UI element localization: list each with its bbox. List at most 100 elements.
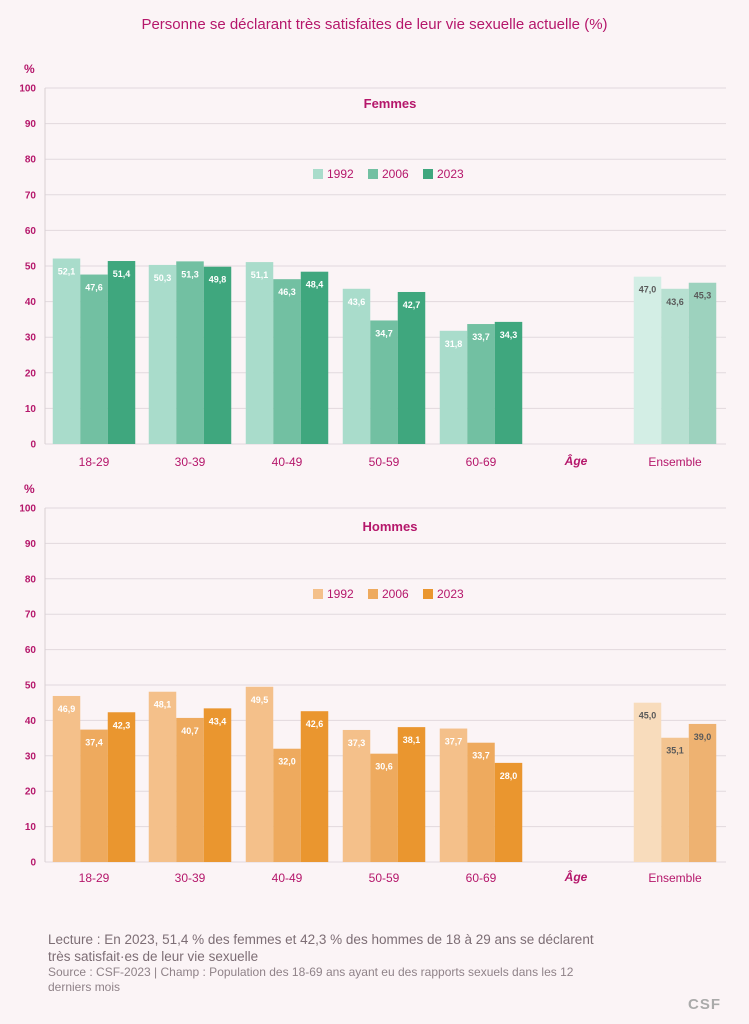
x-tick-label: 60-69 bbox=[466, 871, 497, 885]
y-tick-label: 60 bbox=[25, 226, 37, 237]
bar bbox=[661, 737, 689, 862]
y-tick-label: 90 bbox=[25, 119, 37, 130]
data-label: 40,7 bbox=[181, 726, 199, 736]
data-label: 30,6 bbox=[375, 762, 393, 772]
data-label: 51,3 bbox=[181, 269, 199, 279]
data-label: 49,5 bbox=[251, 695, 269, 705]
chart-main-title: Personne se déclarant très satisfaites d… bbox=[141, 16, 608, 33]
bar bbox=[52, 258, 81, 444]
bar bbox=[148, 264, 177, 444]
panel-title: Hommes bbox=[363, 519, 418, 534]
bar bbox=[397, 727, 426, 862]
source-note: Source : CSF-2023 | Champ : Population d… bbox=[48, 965, 574, 994]
y-tick-label: 0 bbox=[30, 858, 36, 869]
data-label: 35,1 bbox=[666, 746, 684, 756]
csf-logo: CSF bbox=[688, 996, 721, 1013]
data-label: 42,7 bbox=[403, 300, 421, 310]
bar bbox=[273, 279, 301, 444]
bar bbox=[176, 261, 204, 444]
data-label: 34,3 bbox=[500, 330, 518, 340]
x-tick-label: 50-59 bbox=[369, 455, 400, 469]
y-tick-label: 10 bbox=[25, 822, 37, 833]
data-label: 37,4 bbox=[85, 738, 103, 748]
bar bbox=[300, 711, 329, 862]
data-label: 33,7 bbox=[472, 332, 490, 342]
legend-label: 2006 bbox=[382, 587, 409, 601]
y-axis-label: % bbox=[24, 482, 35, 496]
x-tick-label: 50-59 bbox=[369, 871, 400, 885]
data-label: 46,9 bbox=[58, 704, 76, 714]
data-label: 43,4 bbox=[209, 716, 227, 726]
legend-swatch bbox=[423, 589, 433, 599]
y-tick-label: 80 bbox=[25, 574, 37, 585]
data-label: 45,0 bbox=[639, 711, 657, 721]
x-tick-label: Ensemble bbox=[648, 871, 702, 885]
data-label: 47,0 bbox=[639, 285, 657, 295]
x-axis-label: Âge bbox=[564, 869, 588, 884]
y-tick-label: 10 bbox=[25, 404, 37, 415]
data-label: 46,3 bbox=[278, 287, 296, 297]
data-label: 50,3 bbox=[154, 273, 172, 283]
data-label: 42,6 bbox=[306, 719, 324, 729]
y-tick-label: 100 bbox=[19, 504, 36, 515]
x-tick-label: 18-29 bbox=[79, 455, 110, 469]
y-tick-label: 60 bbox=[25, 645, 37, 656]
bar bbox=[439, 728, 468, 862]
y-tick-label: 30 bbox=[25, 751, 37, 762]
bar bbox=[107, 712, 136, 862]
bar bbox=[633, 276, 662, 444]
bar bbox=[245, 262, 274, 444]
data-label: 48,4 bbox=[306, 280, 324, 290]
bar bbox=[494, 321, 523, 444]
bar bbox=[300, 271, 329, 444]
bar bbox=[439, 330, 468, 444]
x-tick-label: 60-69 bbox=[466, 455, 497, 469]
data-label: 33,7 bbox=[472, 751, 490, 761]
legend-swatch bbox=[368, 589, 378, 599]
y-tick-label: 0 bbox=[30, 440, 36, 451]
bar bbox=[107, 261, 136, 444]
data-label: 31,8 bbox=[445, 339, 463, 349]
x-tick-label: 40-49 bbox=[272, 455, 303, 469]
bar bbox=[370, 753, 398, 862]
bar bbox=[633, 702, 662, 862]
legend-label: 2006 bbox=[382, 167, 409, 181]
data-label: 39,0 bbox=[694, 732, 712, 742]
data-label: 37,3 bbox=[348, 738, 366, 748]
data-label: 51,4 bbox=[113, 269, 131, 279]
legend-label: 1992 bbox=[327, 587, 354, 601]
data-label: 32,0 bbox=[278, 757, 296, 767]
bar bbox=[467, 742, 495, 862]
y-tick-label: 90 bbox=[25, 539, 37, 550]
bar bbox=[342, 729, 371, 862]
data-label: 47,6 bbox=[85, 283, 103, 293]
bar bbox=[661, 288, 689, 444]
data-label: 43,6 bbox=[666, 297, 684, 307]
bar bbox=[370, 320, 398, 444]
y-tick-label: 80 bbox=[25, 155, 37, 166]
bar bbox=[688, 282, 717, 444]
legend-swatch bbox=[423, 169, 433, 179]
bar bbox=[203, 708, 232, 862]
bar bbox=[273, 748, 301, 862]
y-tick-label: 40 bbox=[25, 716, 37, 727]
data-label: 42,3 bbox=[113, 720, 131, 730]
data-label: 49,8 bbox=[209, 275, 227, 285]
bar bbox=[80, 729, 108, 862]
y-axis-label: % bbox=[24, 62, 35, 76]
panel-title: Femmes bbox=[364, 96, 417, 111]
data-label: 52,1 bbox=[58, 267, 76, 277]
legend-label: 1992 bbox=[327, 167, 354, 181]
legend-label: 2023 bbox=[437, 167, 464, 181]
bar bbox=[52, 695, 81, 862]
x-tick-label: 40-49 bbox=[272, 871, 303, 885]
y-tick-label: 40 bbox=[25, 297, 37, 308]
data-label: 48,1 bbox=[154, 700, 172, 710]
x-tick-label: Ensemble bbox=[648, 455, 702, 469]
data-label: 51,1 bbox=[251, 270, 269, 280]
legend-label: 2023 bbox=[437, 587, 464, 601]
reading-note: Lecture : En 2023, 51,4 % des femmes et … bbox=[48, 932, 594, 964]
y-tick-label: 50 bbox=[25, 681, 37, 692]
bar bbox=[148, 691, 177, 862]
